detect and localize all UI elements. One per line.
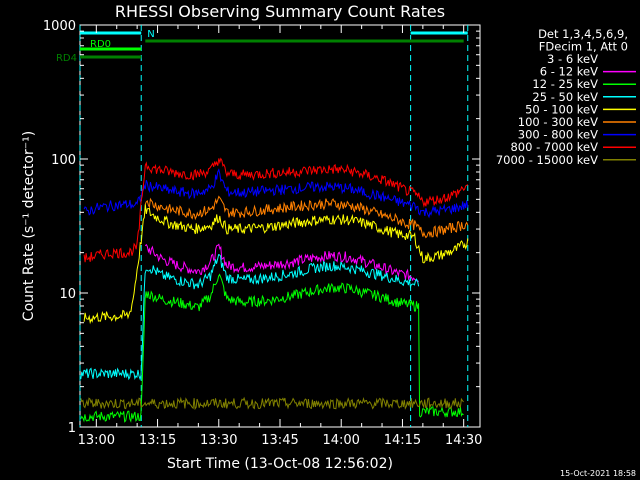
series-line-3-6-kev <box>145 270 420 346</box>
y-tick-label: 100 <box>51 153 76 168</box>
legend-label: 50 - 100 keV <box>525 102 598 116</box>
series-line-300-800-kev <box>83 168 469 219</box>
legend-label: 800 - 7000 keV <box>510 140 598 154</box>
attenuator-label: RD4 <box>56 53 77 64</box>
y-tick-label: 1 <box>68 421 76 436</box>
legend-label: 100 - 300 keV <box>518 115 598 129</box>
legend-label: 12 - 25 keV <box>532 77 598 91</box>
x-tick-label: 14:30 <box>445 433 482 448</box>
chart-title: RHESSI Observing Summary Count Rates <box>115 2 445 21</box>
legend-header: FDecim 1, Att 0 <box>539 40 628 54</box>
legend-header: Det 1,3,4,5,6,9, <box>538 27 628 41</box>
legend-label: 3 - 6 keV <box>547 52 598 66</box>
legend-label: 25 - 50 keV <box>532 90 598 104</box>
series-line-100-300-kev <box>144 195 469 239</box>
legend-label: 6 - 12 keV <box>540 65 598 79</box>
y-tick-label: 10 <box>59 287 76 302</box>
series-line-12-25-kev <box>80 273 464 423</box>
y-axis-label: Count Rate (s⁻¹ detector⁻¹) <box>21 131 37 321</box>
series-line-25-50-kev <box>80 253 420 381</box>
interval-label: N <box>147 29 154 40</box>
x-tick-label: 14:15 <box>384 433 421 448</box>
x-tick-label: 13:45 <box>261 433 298 448</box>
x-axis-label: Start Time (13-Oct-08 12:56:02) <box>167 456 393 472</box>
timestamp: 15-Oct-2021 18:58 <box>560 469 636 478</box>
plot-frame <box>79 24 481 428</box>
legend-label: 7000 - 15000 keV <box>496 153 598 167</box>
x-tick-label: 13:30 <box>200 433 237 448</box>
series-line-50-100-kev <box>83 204 469 325</box>
series-line-7000-15000-kev <box>80 396 464 411</box>
legend-label: 300 - 800 keV <box>518 128 598 142</box>
series-line-6-12-kev <box>144 243 419 282</box>
attenuator-label: RD0 <box>90 39 111 50</box>
y-tick-label: 1000 <box>43 19 76 34</box>
x-tick-label: 14:00 <box>322 433 359 448</box>
series-line-800-7000-kev <box>83 157 469 263</box>
x-tick-label: 13:00 <box>78 433 115 448</box>
legend: Det 1,3,4,5,6,9,FDecim 1, Att 03 - 6 keV… <box>496 27 636 167</box>
x-tick-label: 13:15 <box>139 433 176 448</box>
